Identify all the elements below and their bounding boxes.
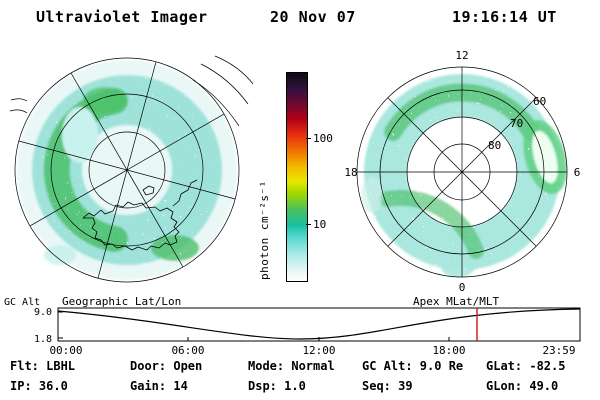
- timeline-y-axis-label: GC Alt: [4, 297, 40, 308]
- mlat-80-label: 80: [488, 139, 501, 152]
- timeline-x-labels: 00:00 06:00 12:00 18:00 23:59: [49, 344, 575, 357]
- x-tick-1800: 18:00: [432, 344, 465, 357]
- colorbar-tick-100: [306, 138, 311, 139]
- status-glat: GLat: -82.5: [486, 359, 566, 373]
- mlt-12-label: 12: [455, 49, 468, 62]
- status-glon: GLon: 49.0: [486, 379, 559, 393]
- antarctica-coastline: [82, 179, 198, 251]
- x-tick-0000: 00:00: [49, 344, 82, 357]
- gc-alt-curve: [57, 308, 581, 340]
- status-mode: Mode: Normal: [248, 359, 335, 373]
- colorbar-label-100: 100: [313, 132, 333, 145]
- status-door: Door: Open: [130, 359, 203, 373]
- apex-projection-plot: 12 18 6 0 60 70 80: [344, 49, 580, 294]
- right-plot-caption: Apex MLat/MLT: [413, 295, 499, 308]
- orbit-timeline: Geographic Lat/Lon Apex MLat/MLT GC Alt …: [4, 295, 581, 357]
- x-tick-0600: 06:00: [171, 344, 204, 357]
- mlt-18-label: 18: [344, 166, 357, 179]
- colorbar-tick-10: [306, 224, 311, 225]
- x-tick-2359: 23:59: [542, 344, 575, 357]
- x-tick-1200: 12:00: [302, 344, 335, 357]
- colorbar-unit-label: photon cm⁻²s⁻¹: [258, 180, 271, 280]
- mlat-60-label: 60: [533, 95, 546, 108]
- status-seq: Seq: 39: [362, 379, 413, 393]
- mlt-6-label: 6: [574, 166, 581, 179]
- status-gc-alt: GC Alt: 9.0 Re: [362, 359, 464, 373]
- status-ip: IP: 36.0: [10, 379, 68, 393]
- geographic-projection-plot: [9, 55, 254, 283]
- time-label: 19:16:14 UT: [452, 8, 557, 26]
- intensity-colorbar: [286, 72, 308, 282]
- date-label: 20 Nov 07: [270, 8, 356, 26]
- mlat-70-label: 70: [510, 117, 523, 130]
- status-flt: Flt: LBHL: [10, 359, 76, 373]
- apex-axis-labels: 12 18 6 0 60 70 80: [344, 49, 580, 294]
- colorbar-label-10: 10: [313, 218, 327, 231]
- status-dsp: Dsp: 1.0: [248, 379, 306, 393]
- app-title: Ultraviolet Imager: [36, 8, 208, 26]
- geographic-grid: [9, 55, 254, 283]
- mlat-mlt-grid: [356, 66, 568, 278]
- status-gain: Gain: 14: [130, 379, 188, 393]
- y-tick-bottom: 1.8: [34, 334, 52, 345]
- left-plot-caption: Geographic Lat/Lon: [62, 295, 181, 308]
- mlt-0-label: 0: [459, 281, 466, 294]
- y-tick-top: 9.0: [34, 307, 52, 318]
